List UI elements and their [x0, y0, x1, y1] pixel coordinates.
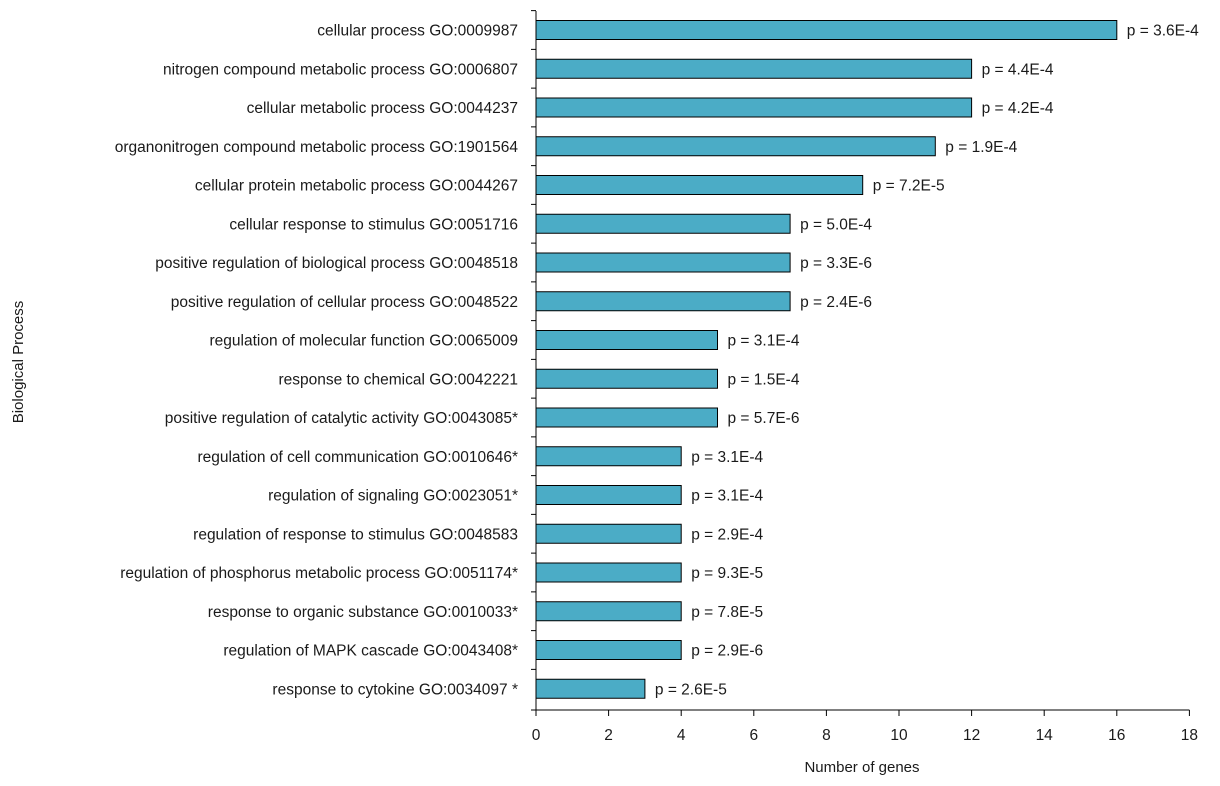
p-value-label: p = 2.9E-6 [691, 643, 763, 660]
category-label: regulation of molecular function GO:0065… [210, 333, 518, 350]
p-value-label: p = 4.4E-4 [982, 61, 1054, 78]
category-label: response to cytokine GO:0034097 * [272, 681, 518, 698]
x-tick-label: 6 [749, 727, 758, 744]
x-tick-label: 10 [890, 727, 908, 744]
bar [535, 640, 682, 660]
category-label: response to organic substance GO:0010033… [208, 604, 518, 621]
bars-layer [535, 20, 1118, 699]
x-tick-label: 16 [1108, 727, 1125, 744]
category-label: cellular response to stimulus GO:0051716 [229, 216, 518, 233]
p-value-label: p = 7.2E-5 [873, 178, 945, 195]
category-label: cellular protein metabolic process GO:00… [195, 178, 518, 195]
p-value-labels: p = 3.6E-4 p = 4.4E-4 p = 4.2E-4 p = 1.9E-4… [655, 23, 1199, 699]
p-value-label: p = 7.8E-5 [691, 604, 763, 621]
p-value-label: p = 3.1E-4 [691, 488, 763, 505]
bar [535, 678, 646, 699]
bar [535, 446, 682, 467]
category-labels: cellular process GO:0009987 nitrogen comp… [115, 23, 519, 699]
p-value-label: p = 5.0E-4 [800, 216, 872, 233]
axes-layer [535, 11, 1190, 711]
category-label: regulation of response to stimulus GO:00… [193, 526, 518, 543]
category-label: cellular process GO:0009987 [317, 23, 518, 40]
bar [535, 523, 682, 544]
p-value-label: p = 5.7E-6 [728, 410, 800, 427]
bar [535, 97, 973, 118]
category-label: regulation of MAPK cascade GO:0043408* [223, 643, 518, 660]
x-tick-label: 0 [532, 727, 541, 744]
category-label: positive regulation of biological proces… [155, 255, 518, 272]
p-value-label: p = 2.9E-4 [691, 526, 763, 543]
x-tick-label: 12 [963, 727, 980, 744]
x-tick-label: 2 [604, 727, 613, 744]
category-label: response to chemical GO:0042221 [278, 371, 518, 388]
bar [535, 330, 718, 350]
p-value-label: p = 9.3E-5 [691, 565, 763, 582]
p-value-label: p = 3.3E-6 [800, 255, 872, 272]
bar [535, 175, 864, 195]
p-value-label: p = 3.1E-4 [728, 333, 800, 350]
bar [535, 20, 1118, 40]
p-value-label: p = 2.6E-5 [655, 681, 727, 698]
bar [535, 252, 791, 273]
category-label: organonitrogen compound metabolic proces… [115, 139, 519, 156]
category-label: nitrogen compound metabolic process GO:0… [163, 61, 518, 78]
bar [535, 562, 682, 583]
category-label: regulation of cell communication GO:0010… [197, 449, 518, 466]
bar [535, 407, 718, 428]
y-axis-title: Biological Process [10, 301, 27, 424]
bar [535, 136, 936, 157]
x-tick-label: 8 [822, 727, 831, 744]
p-value-label: p = 4.2E-4 [982, 100, 1054, 117]
category-label: regulation of signaling GO:0023051* [268, 488, 518, 505]
x-tick-label: 4 [677, 727, 686, 744]
x-tick-label: 18 [1181, 727, 1198, 744]
x-axis-title: Number of genes [804, 759, 919, 776]
bar [535, 485, 682, 505]
bar [535, 213, 791, 234]
p-value-label: p = 3.1E-4 [691, 449, 763, 466]
p-value-label: p = 3.6E-4 [1127, 23, 1199, 40]
x-ticks: 0 2 4 6 8 10 12 14 16 18 [531, 10, 1198, 744]
p-value-label: p = 1.9E-4 [945, 139, 1017, 156]
category-label: positive regulation of catalytic activit… [165, 410, 518, 427]
x-tick-label: 14 [1036, 727, 1054, 744]
bar [535, 368, 718, 389]
bar [535, 291, 791, 312]
bar [535, 601, 682, 622]
category-label: regulation of phosphorus metabolic proce… [120, 565, 518, 582]
p-value-label: p = 2.4E-6 [800, 294, 872, 311]
category-label: positive regulation of cellular process … [171, 294, 518, 311]
p-value-label: p = 1.5E-4 [728, 371, 800, 388]
bar [535, 58, 973, 79]
category-label: cellular metabolic process GO:0044237 [247, 100, 518, 117]
